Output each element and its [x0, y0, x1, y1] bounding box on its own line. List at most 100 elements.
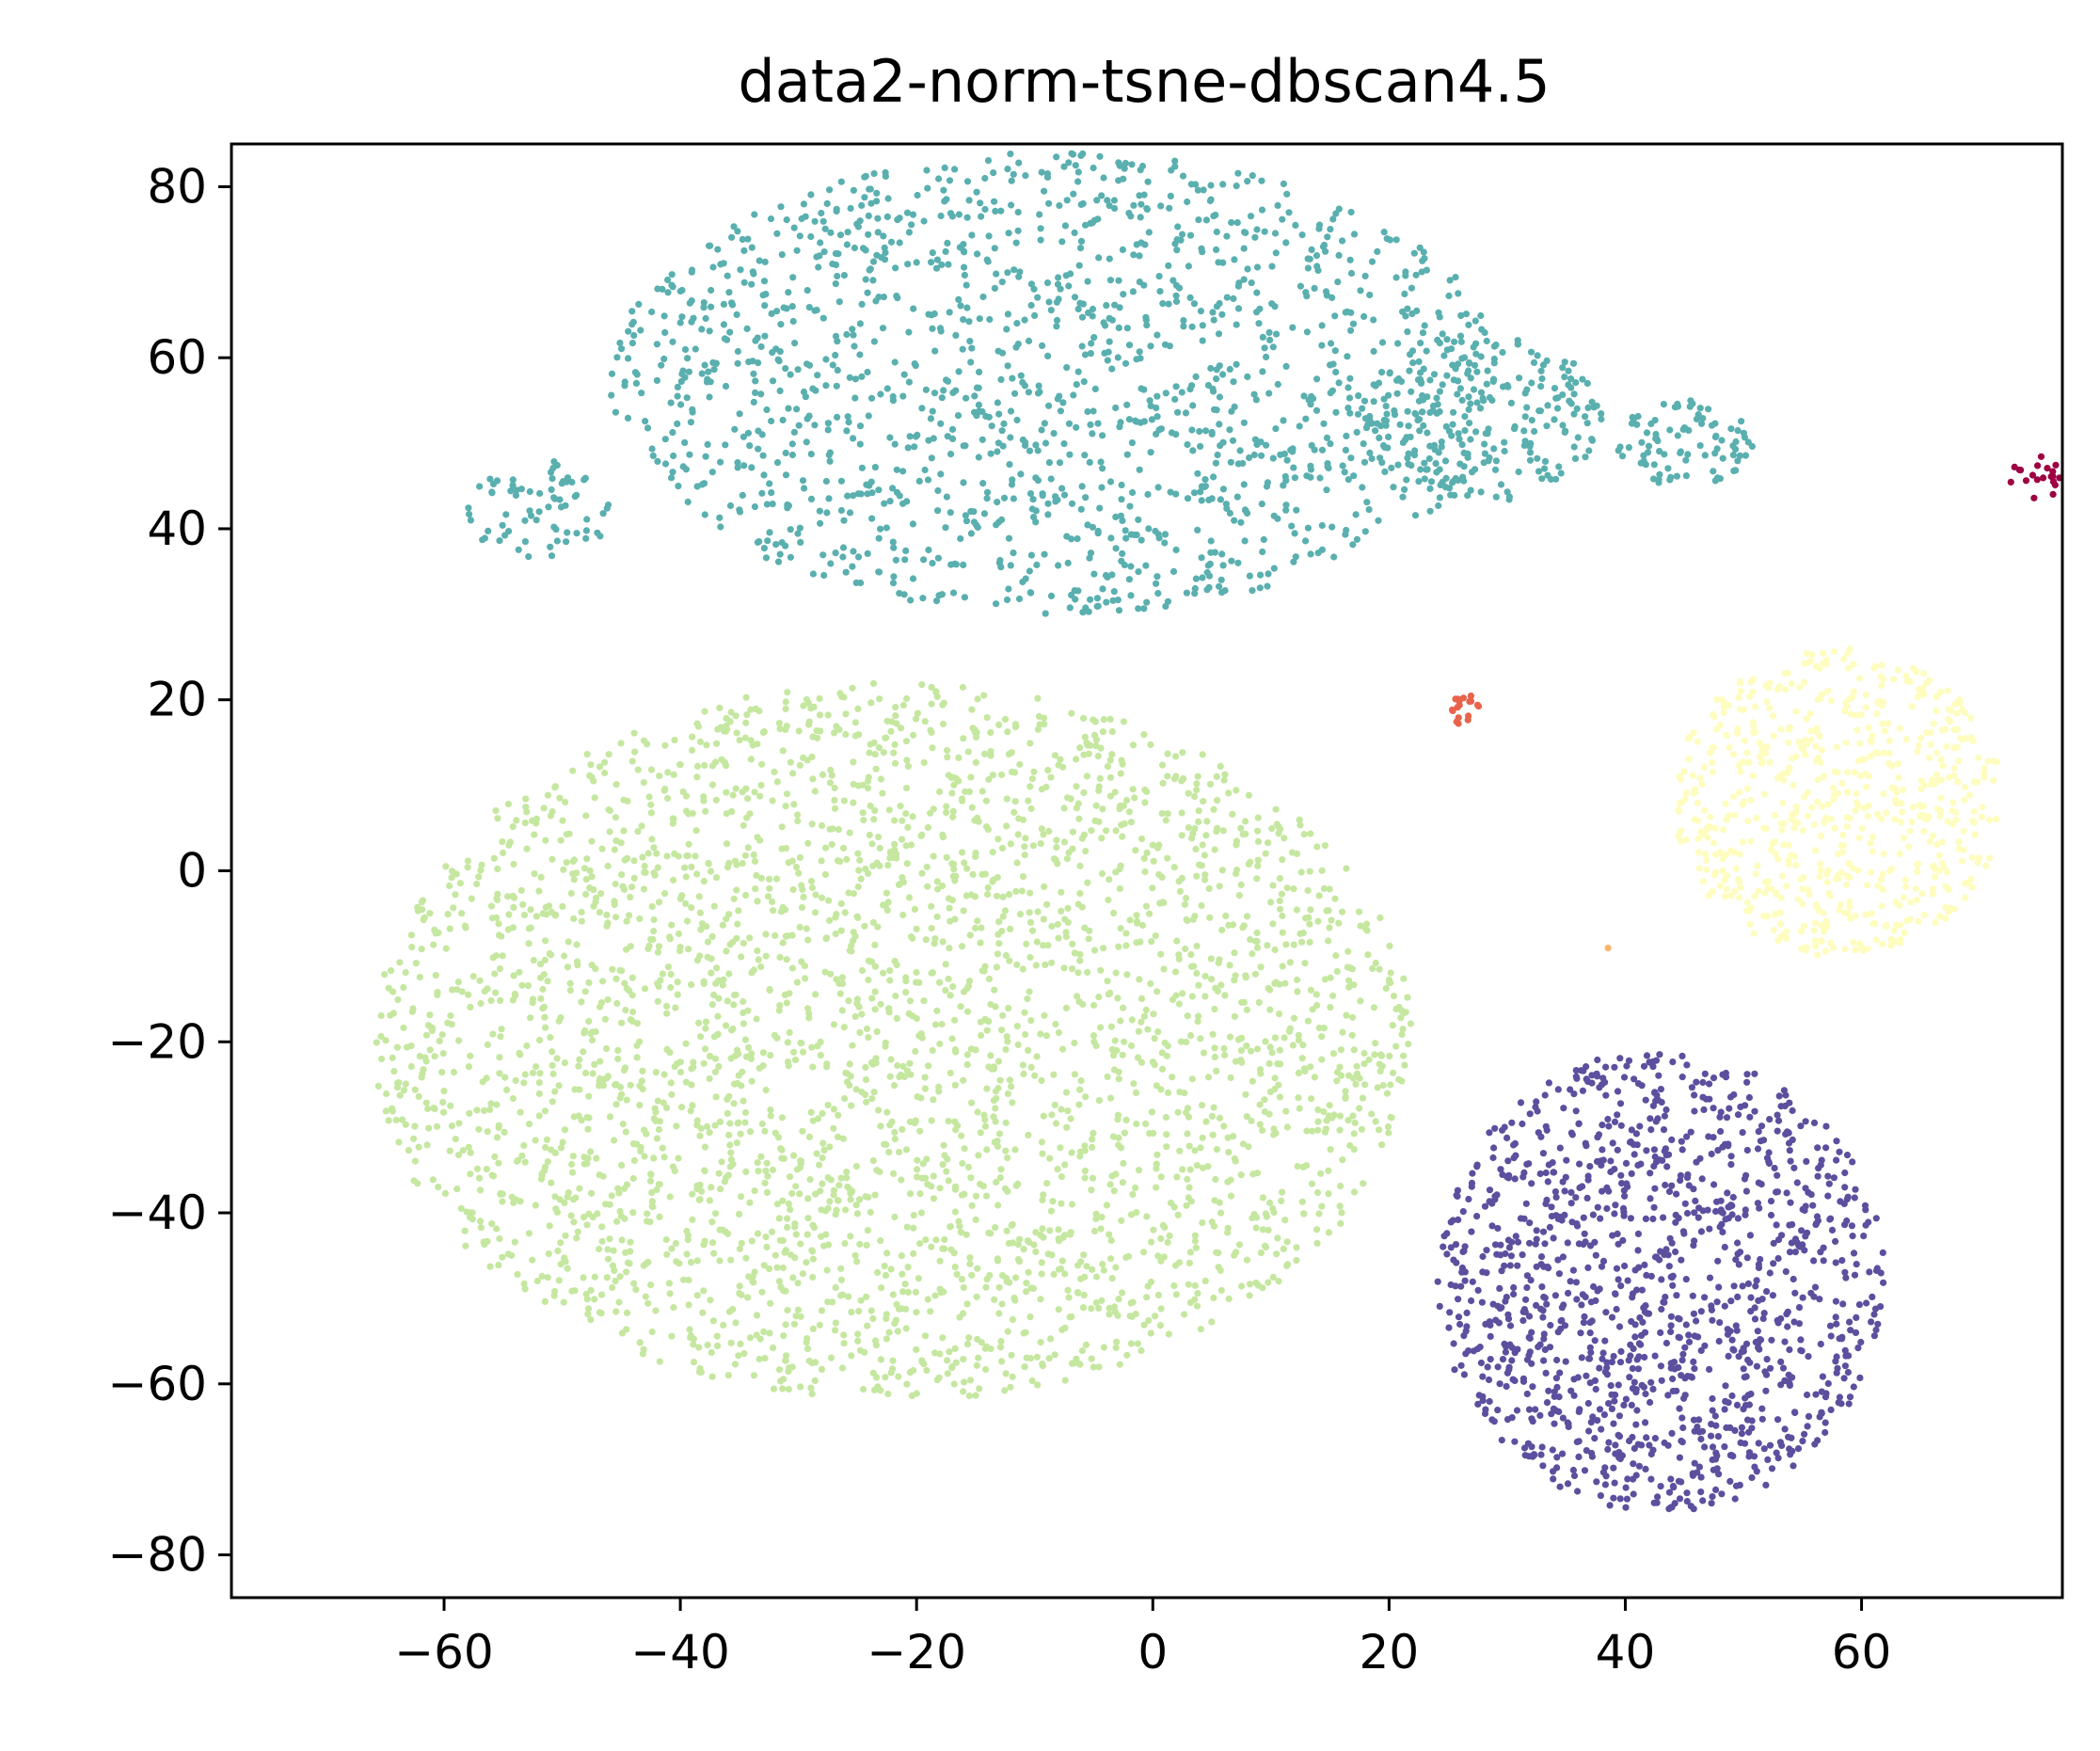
scatter-point: [992, 207, 999, 215]
scatter-point: [1552, 475, 1560, 483]
scatter-point: [1081, 452, 1089, 459]
scatter-point: [1106, 773, 1115, 782]
scatter-point: [644, 850, 652, 857]
scatter-point: [551, 784, 559, 791]
scatter-point: [1370, 398, 1377, 406]
scatter-point: [1462, 310, 1470, 318]
scatter-point: [675, 930, 683, 938]
scatter-point: [686, 1326, 693, 1333]
scatter-point: [1361, 1081, 1369, 1089]
scatter-point: [868, 515, 876, 522]
scatter-point: [858, 1011, 866, 1018]
scatter-point: [945, 772, 953, 779]
scatter-point: [1064, 1286, 1072, 1294]
scatter-point: [555, 1082, 563, 1090]
scatter-point: [987, 1000, 994, 1009]
scatter-point: [839, 844, 848, 852]
scatter-point: [1101, 349, 1108, 357]
scatter-point: [818, 1365, 826, 1373]
scatter-point: [837, 1276, 846, 1283]
scatter-point: [1246, 572, 1253, 580]
scatter-point: [518, 981, 526, 989]
scatter-point: [402, 1080, 409, 1088]
scatter-point: [552, 526, 560, 533]
scatter-point: [1184, 1012, 1191, 1020]
scatter-point: [431, 926, 438, 934]
scatter-point: [1100, 174, 1107, 182]
scatter-point: [647, 1170, 655, 1178]
scatter-point: [1182, 945, 1189, 953]
scatter-point: [467, 1170, 474, 1178]
scatter-point: [561, 1255, 568, 1263]
scatter-point: [939, 1334, 947, 1342]
scatter-point: [987, 450, 994, 457]
scatter-point: [894, 216, 901, 224]
scatter-point: [820, 1146, 828, 1154]
scatter-point: [736, 1245, 744, 1252]
scatter-point: [931, 347, 939, 355]
scatter-point: [549, 1061, 556, 1069]
scatter-point: [963, 178, 972, 185]
scatter-point: [1259, 1194, 1266, 1202]
scatter-point: [830, 1106, 838, 1113]
scatter-point: [1080, 378, 1088, 386]
scatter-point: [1162, 1113, 1169, 1122]
scatter-point: [1374, 420, 1381, 427]
scatter-point: [1047, 773, 1055, 781]
scatter-point: [436, 1037, 443, 1044]
scatter-point: [1372, 959, 1379, 967]
scatter-point: [982, 1283, 990, 1291]
scatter-point: [1210, 316, 1217, 324]
scatter-point: [1360, 397, 1369, 405]
scatter-point: [1350, 1188, 1359, 1196]
scatter-point: [1014, 227, 1022, 234]
scatter-point: [974, 1265, 981, 1272]
scatter-point: [786, 1173, 794, 1181]
scatter-point: [604, 1255, 612, 1263]
scatter-point: [891, 740, 899, 749]
scatter-point: [663, 1010, 671, 1017]
scatter-point: [912, 1288, 920, 1296]
scatter-point: [645, 942, 653, 949]
scatter-point: [1150, 1129, 1157, 1138]
scatter-point: [1221, 587, 1229, 595]
scatter-point: [822, 356, 830, 363]
scatter-point: [992, 1105, 999, 1112]
scatter-point: [1090, 947, 1099, 954]
scatter-point: [1164, 1089, 1172, 1096]
scatter-point: [899, 701, 908, 709]
scatter-point: [1151, 1035, 1158, 1043]
scatter-point: [1023, 940, 1030, 947]
scatter-point: [998, 771, 1006, 779]
scatter-point: [416, 1053, 423, 1060]
scatter-point: [755, 956, 762, 963]
scatter-point: [1195, 216, 1202, 224]
scatter-point: [1382, 422, 1390, 429]
scatter-point: [1186, 231, 1195, 239]
scatter-point: [1056, 459, 1064, 467]
scatter-point: [708, 1373, 716, 1380]
scatter-point: [1246, 454, 1253, 462]
scatter-point: [752, 377, 759, 385]
scatter-point: [638, 822, 645, 830]
scatter-point: [997, 375, 1005, 383]
scatter-point: [831, 804, 839, 812]
scatter-point: [787, 526, 794, 533]
scatter-point: [652, 1307, 660, 1314]
scatter-point: [814, 1043, 821, 1050]
scatter-point: [1188, 993, 1196, 1000]
scatter-point: [1026, 567, 1033, 575]
scatter-point: [773, 230, 781, 237]
scatter-point: [1077, 1077, 1085, 1085]
scatter-point: [1051, 1101, 1058, 1108]
scatter-point: [734, 228, 741, 235]
scatter-point: [768, 1228, 776, 1235]
scatter-point: [1281, 979, 1289, 987]
scatter-point: [1333, 1069, 1342, 1076]
scatter-point: [1377, 1052, 1385, 1059]
scatter-point: [884, 195, 892, 202]
scatter-point: [1423, 347, 1430, 355]
scatter-point: [1070, 1360, 1077, 1367]
scatter-point: [796, 1190, 803, 1198]
scatter-point: [422, 1058, 430, 1065]
